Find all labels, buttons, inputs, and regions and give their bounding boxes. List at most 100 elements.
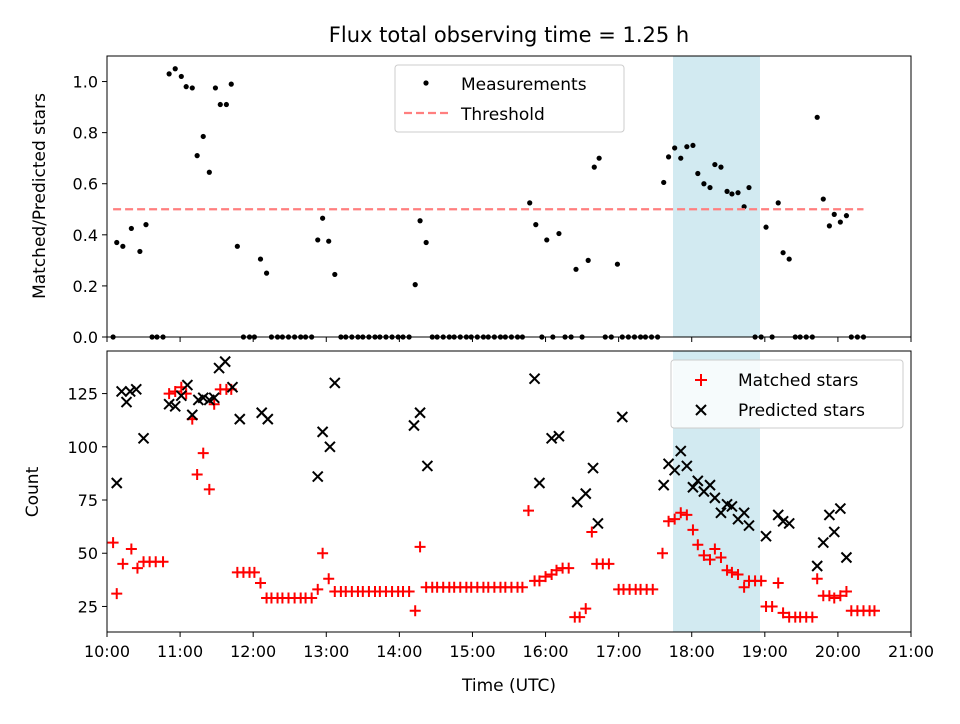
measurement-point xyxy=(320,215,326,221)
measurement-point xyxy=(315,237,321,243)
top-chart-title: Flux total observing time = 1.25 h xyxy=(329,23,689,47)
matched-star-point xyxy=(755,575,767,587)
measurement-point xyxy=(206,169,212,175)
matched-star-point xyxy=(563,562,575,574)
predicted-star-point xyxy=(658,479,670,491)
measurement-point xyxy=(544,237,550,243)
matched-star-point xyxy=(692,539,704,551)
predicted-star-point xyxy=(169,400,181,413)
predicted-star-point xyxy=(823,509,836,521)
matched-star-point xyxy=(551,564,563,576)
measurement-point xyxy=(585,257,591,263)
matched-star-point xyxy=(811,573,823,585)
matched-star-point xyxy=(323,573,335,585)
predicted-star-point xyxy=(783,517,795,530)
bottom-y-tick-label: 100 xyxy=(67,438,98,457)
matched-star-point xyxy=(580,603,592,615)
predicted-star-point xyxy=(760,530,772,542)
matched-star-point xyxy=(586,526,598,538)
matched-star-point xyxy=(834,590,846,602)
bottom-y-ticks: 25 50 75 100 125 xyxy=(67,385,107,616)
measurement-point xyxy=(763,224,769,230)
matched-star-point xyxy=(738,581,750,593)
matched-star-point xyxy=(687,524,699,536)
x-tick-label: 15:00 xyxy=(449,642,495,661)
x-tick-label: 21:00 xyxy=(888,642,934,661)
matched-star-point xyxy=(806,611,818,623)
matched-star-point xyxy=(197,447,209,459)
measurement-point xyxy=(137,248,143,255)
bottom-y-tick-label: 125 xyxy=(67,385,98,404)
measurement-point xyxy=(690,142,696,149)
predicted-star-point xyxy=(668,464,681,476)
measurement-point xyxy=(701,181,707,187)
matched-star-point xyxy=(772,577,784,589)
matched-star-point xyxy=(732,569,744,581)
measurement-point xyxy=(217,101,223,108)
measurement-point xyxy=(223,101,229,108)
predicted-star-point xyxy=(226,381,239,393)
predicted-star-point xyxy=(709,492,721,504)
predicted-star-point xyxy=(329,377,341,389)
x-tick-label: 13:00 xyxy=(303,642,349,661)
bottom-y-axis-label: Count xyxy=(23,466,43,517)
predicted-star-point xyxy=(528,372,541,385)
predicted-star-point xyxy=(137,432,150,444)
matched-star-point xyxy=(157,556,169,568)
matched-star-point xyxy=(868,605,880,617)
predicted-star-point xyxy=(743,519,755,532)
predicted-star-point xyxy=(817,536,829,549)
measurement-point xyxy=(665,154,672,160)
x-tick-label: 11:00 xyxy=(157,642,203,661)
top-y-tick-label: 0.8 xyxy=(73,124,98,143)
measurement-point xyxy=(707,184,713,191)
measurement-point xyxy=(672,145,678,151)
predicted-star-point xyxy=(219,355,231,368)
top-y-tick-label: 0.4 xyxy=(73,226,98,245)
predicted-star-point xyxy=(115,385,128,398)
measurement-point xyxy=(212,85,219,91)
predicted-star-point xyxy=(772,509,784,521)
measurement-point xyxy=(780,250,786,256)
measurement-point xyxy=(166,71,172,77)
legend-predicted-label: Predicted stars xyxy=(738,401,865,421)
measurement-point xyxy=(200,133,206,140)
measurement-point xyxy=(837,219,843,225)
predicted-star-point xyxy=(234,413,246,425)
x-tick-label: 16:00 xyxy=(522,642,568,661)
bottom-y-tick-label: 75 xyxy=(78,491,98,510)
bottom-marks xyxy=(107,355,880,623)
measurement-point xyxy=(556,230,562,237)
matched-star-point xyxy=(603,558,615,570)
matched-star-point xyxy=(312,583,324,595)
x-tick-label: 20:00 xyxy=(815,642,861,661)
legend-predicted-marker xyxy=(695,404,707,416)
legend-measurements-marker xyxy=(423,80,429,86)
matched-star-point xyxy=(163,388,175,400)
predicted-star-point xyxy=(553,430,565,442)
predicted-star-point xyxy=(120,396,133,408)
predicted-star-point xyxy=(421,460,434,472)
predicted-star-point xyxy=(414,407,426,419)
measurement-point xyxy=(326,238,332,244)
matched-star-point xyxy=(117,558,129,570)
matched-star-point xyxy=(647,583,659,595)
matched-star-point xyxy=(840,586,852,598)
predicted-star-point xyxy=(840,551,853,564)
bottom-legend-frame xyxy=(670,359,904,429)
matched-star-point xyxy=(317,547,329,559)
measurement-point xyxy=(775,200,781,206)
measurement-point xyxy=(263,270,270,276)
x-tick-label: 12:00 xyxy=(230,642,276,661)
predicted-star-point xyxy=(130,383,142,396)
measurement-point xyxy=(735,190,741,196)
top-x-ticks xyxy=(106,337,912,342)
predicted-star-point xyxy=(181,379,194,391)
bottom-legend: Matched stars Predicted stars xyxy=(670,359,904,429)
matched-star-point xyxy=(125,543,137,555)
matched-star-point xyxy=(403,586,415,598)
bottom-x-ticks: 10:00 11:00 12:00 13:00 14:00 15:00 16:00 17:00… xyxy=(84,632,934,661)
measurement-point xyxy=(332,271,338,278)
predicted-star-point xyxy=(186,409,198,421)
measurement-point xyxy=(684,144,690,150)
